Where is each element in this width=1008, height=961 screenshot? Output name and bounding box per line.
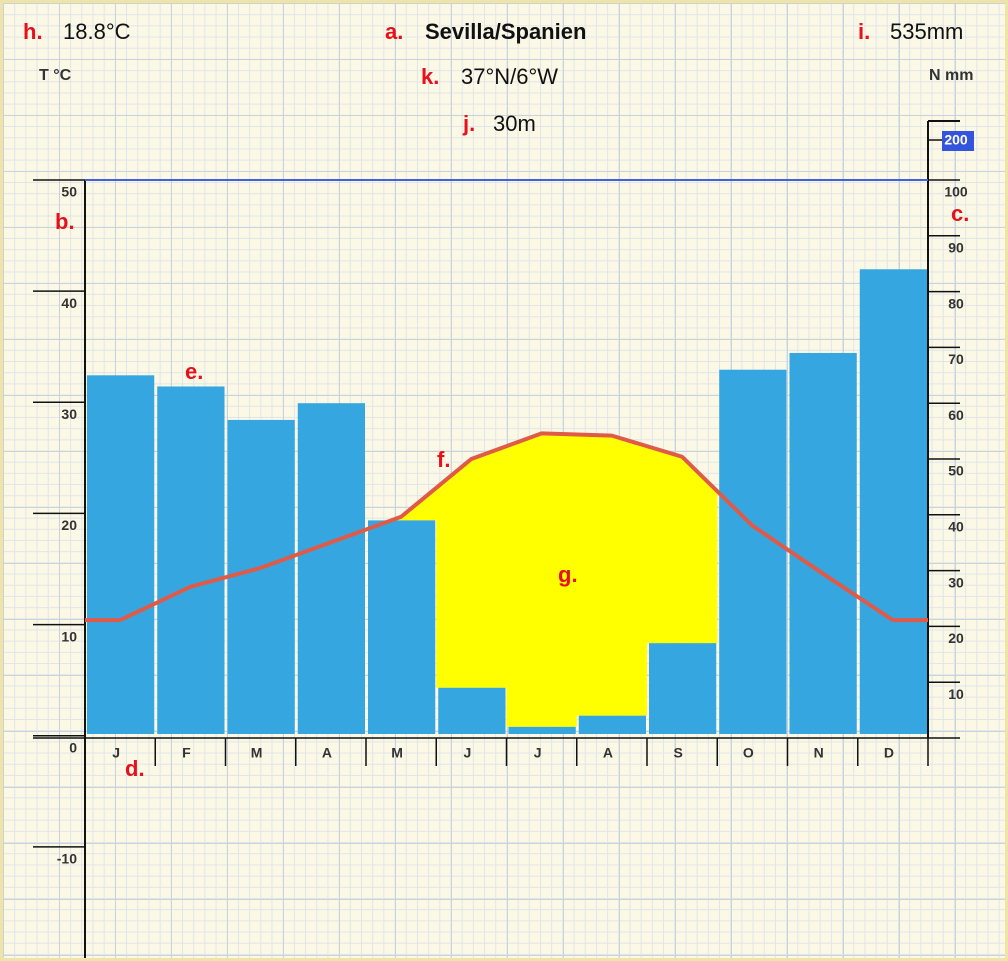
y2-tick-label: 100 bbox=[944, 184, 968, 200]
annotation-marker: c. bbox=[951, 201, 969, 226]
y2-tick-label: 80 bbox=[948, 295, 964, 311]
x-tick-label: J bbox=[534, 745, 542, 761]
precipitation-bar bbox=[157, 386, 225, 734]
y-tick-label: 50 bbox=[61, 184, 77, 200]
x-tick-label: A bbox=[322, 745, 332, 761]
x-tick-label: J bbox=[112, 745, 120, 761]
annotation-text: 37°N/6°W bbox=[461, 64, 558, 89]
y2-axis-label: N mm bbox=[929, 67, 973, 84]
annotation-marker: f. bbox=[437, 447, 450, 472]
annotation-text: 18.8°C bbox=[63, 19, 131, 44]
y-tick-label: -10 bbox=[57, 851, 77, 867]
y-tick-label: 30 bbox=[61, 406, 77, 422]
x-tick-label: O bbox=[743, 745, 754, 761]
x-tick-label: M bbox=[251, 745, 263, 761]
annotation-marker: b. bbox=[55, 209, 75, 234]
y2-tick-label: 30 bbox=[948, 574, 964, 590]
annotation-marker: h. bbox=[23, 19, 43, 44]
y2-tick-label: 20 bbox=[948, 630, 964, 646]
x-tick-label: J bbox=[463, 745, 471, 761]
y2-tick-label: 40 bbox=[948, 519, 964, 535]
y2-tick-label: 90 bbox=[948, 240, 964, 256]
annotation-marker: d. bbox=[125, 756, 145, 781]
y2-tick-label: 10 bbox=[948, 686, 964, 702]
annotation-marker: g. bbox=[558, 562, 578, 587]
precipitation-bar bbox=[649, 643, 717, 734]
annotation-text: 535mm bbox=[890, 19, 963, 44]
precipitation-bar bbox=[368, 520, 436, 734]
y-tick-label: 40 bbox=[61, 295, 77, 311]
x-tick-label: F bbox=[182, 745, 191, 761]
y-tick-label: 0 bbox=[69, 739, 77, 755]
annotation-marker: a. bbox=[385, 19, 403, 44]
precipitation-bar bbox=[859, 269, 927, 734]
y2-tick-label: 50 bbox=[948, 463, 964, 479]
chart: T °C N mm -10 0 10 20 30 40 50 10 20 30 40 50 60 70 80… bbox=[23, 19, 974, 958]
precipitation-bar bbox=[87, 375, 155, 734]
annotation-text: Sevilla/Spanien bbox=[425, 19, 586, 44]
x-tick-label: A bbox=[603, 745, 613, 761]
precipitation-bar bbox=[438, 687, 506, 734]
annotation-marker: i. bbox=[858, 19, 870, 44]
annotation-marker: k. bbox=[421, 64, 439, 89]
y-tick-label: 10 bbox=[61, 628, 77, 644]
annotation-marker: j. bbox=[462, 111, 475, 136]
x-tick-label: M bbox=[391, 745, 403, 761]
y-axis-label: T °C bbox=[39, 67, 72, 84]
precipitation-bar bbox=[578, 715, 646, 734]
temperature-line bbox=[119, 431, 894, 622]
y2-tick-label: 60 bbox=[948, 407, 964, 423]
x-tick-label: D bbox=[884, 745, 894, 761]
annotation-text: 30m bbox=[493, 111, 536, 136]
y-tick-label: 20 bbox=[61, 517, 77, 533]
x-tick-label: N bbox=[814, 745, 824, 761]
annotation-marker: e. bbox=[185, 359, 203, 384]
precipitation-bar bbox=[227, 419, 295, 734]
precipitation-bar bbox=[789, 352, 857, 734]
precipitation-bar bbox=[508, 726, 576, 734]
x-tick-label: S bbox=[673, 745, 682, 761]
precipitation-bar bbox=[719, 369, 787, 734]
y2-tick-label: 70 bbox=[948, 351, 964, 367]
precipitation-bar bbox=[297, 403, 365, 734]
y2-tick-label-bg bbox=[942, 131, 974, 151]
y2-tick-label: 200 bbox=[944, 132, 968, 148]
